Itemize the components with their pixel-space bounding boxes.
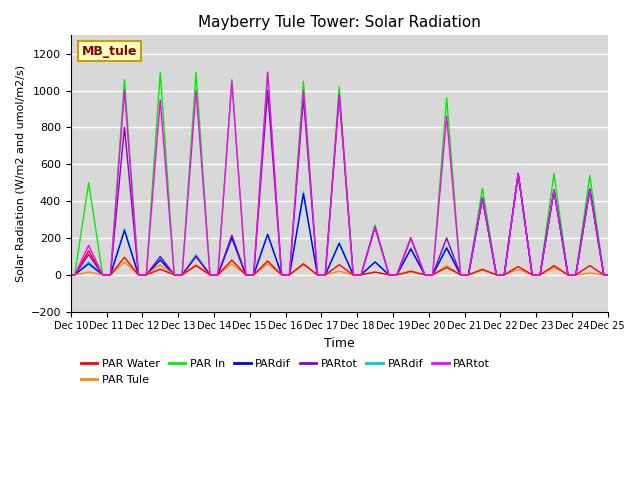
Y-axis label: Solar Radiation (W/m2 and umol/m2/s): Solar Radiation (W/m2 and umol/m2/s) xyxy=(15,65,25,282)
Title: Mayberry Tule Tower: Solar Radiation: Mayberry Tule Tower: Solar Radiation xyxy=(198,15,481,30)
X-axis label: Time: Time xyxy=(324,337,355,350)
Legend: PAR Water, PAR Tule, PAR In, PARdif, PARtot, PARdif, PARtot: PAR Water, PAR Tule, PAR In, PARdif, PAR… xyxy=(76,355,495,389)
Text: MB_tule: MB_tule xyxy=(81,45,137,58)
